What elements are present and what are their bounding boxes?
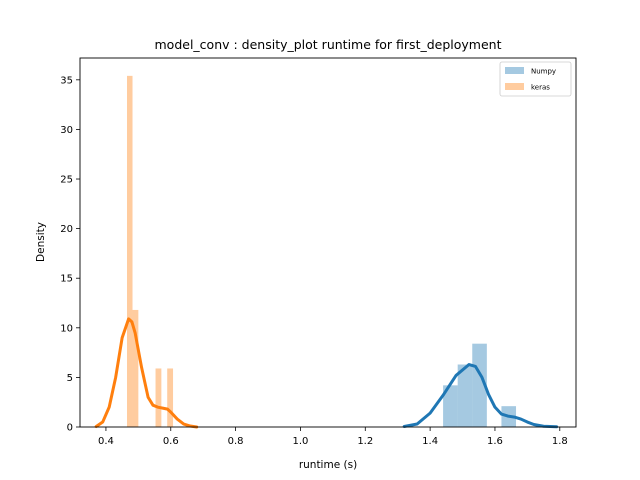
hist-bar-numpy-1 (457, 364, 473, 427)
chart-title: model_conv : density_plot runtime for fi… (155, 37, 502, 52)
x-tick-label: 1.2 (357, 436, 373, 447)
x-tick-label: 1.6 (487, 436, 503, 447)
hist-bar-numpy-2 (472, 343, 487, 427)
legend-swatch-numpy (505, 67, 524, 74)
y-tick-label: 15 (60, 274, 73, 285)
x-tick-label: 0.4 (98, 436, 114, 447)
y-tick-label: 35 (60, 75, 73, 86)
hist-bar-keras-3 (167, 368, 174, 427)
x-axis-label: runtime (s) (299, 459, 357, 471)
hist-bar-keras-0 (127, 75, 133, 428)
kde-line-numpy (402, 363, 559, 429)
hist-bar-keras-2 (155, 368, 162, 427)
x-tick-label: 1.8 (552, 436, 568, 447)
x-axis: 0.4 0.6 0.8 1.0 1.2 1.4 1.6 1.8 (98, 427, 568, 447)
y-tick-label: 5 (67, 373, 73, 384)
y-tick-label: 0 (67, 423, 73, 434)
y-tick-label: 10 (60, 323, 73, 334)
y-axis: 0 5 10 15 20 25 30 35 (60, 75, 80, 434)
y-tick-label: 20 (60, 224, 73, 235)
x-tick-label: 0.8 (228, 436, 244, 447)
legend-label-keras: keras (531, 84, 550, 92)
x-tick-label: 1.4 (422, 436, 438, 447)
x-tick-label: 1.0 (292, 436, 308, 447)
kde-line-keras (94, 317, 199, 429)
hist-bar-numpy-0 (443, 385, 458, 427)
y-tick-label: 30 (60, 125, 73, 136)
y-axis-label: Density (35, 222, 47, 262)
legend-label-numpy: Numpy (531, 68, 556, 76)
plot-area (94, 75, 559, 429)
hist-bar-keras-1 (132, 309, 139, 427)
legend-box (499, 61, 572, 97)
x-tick-label: 0.6 (163, 436, 179, 447)
legend-swatch-keras (505, 83, 524, 90)
y-tick-label: 25 (60, 175, 73, 186)
legend: Numpy keras (499, 61, 572, 97)
axes-frame (79, 57, 577, 428)
